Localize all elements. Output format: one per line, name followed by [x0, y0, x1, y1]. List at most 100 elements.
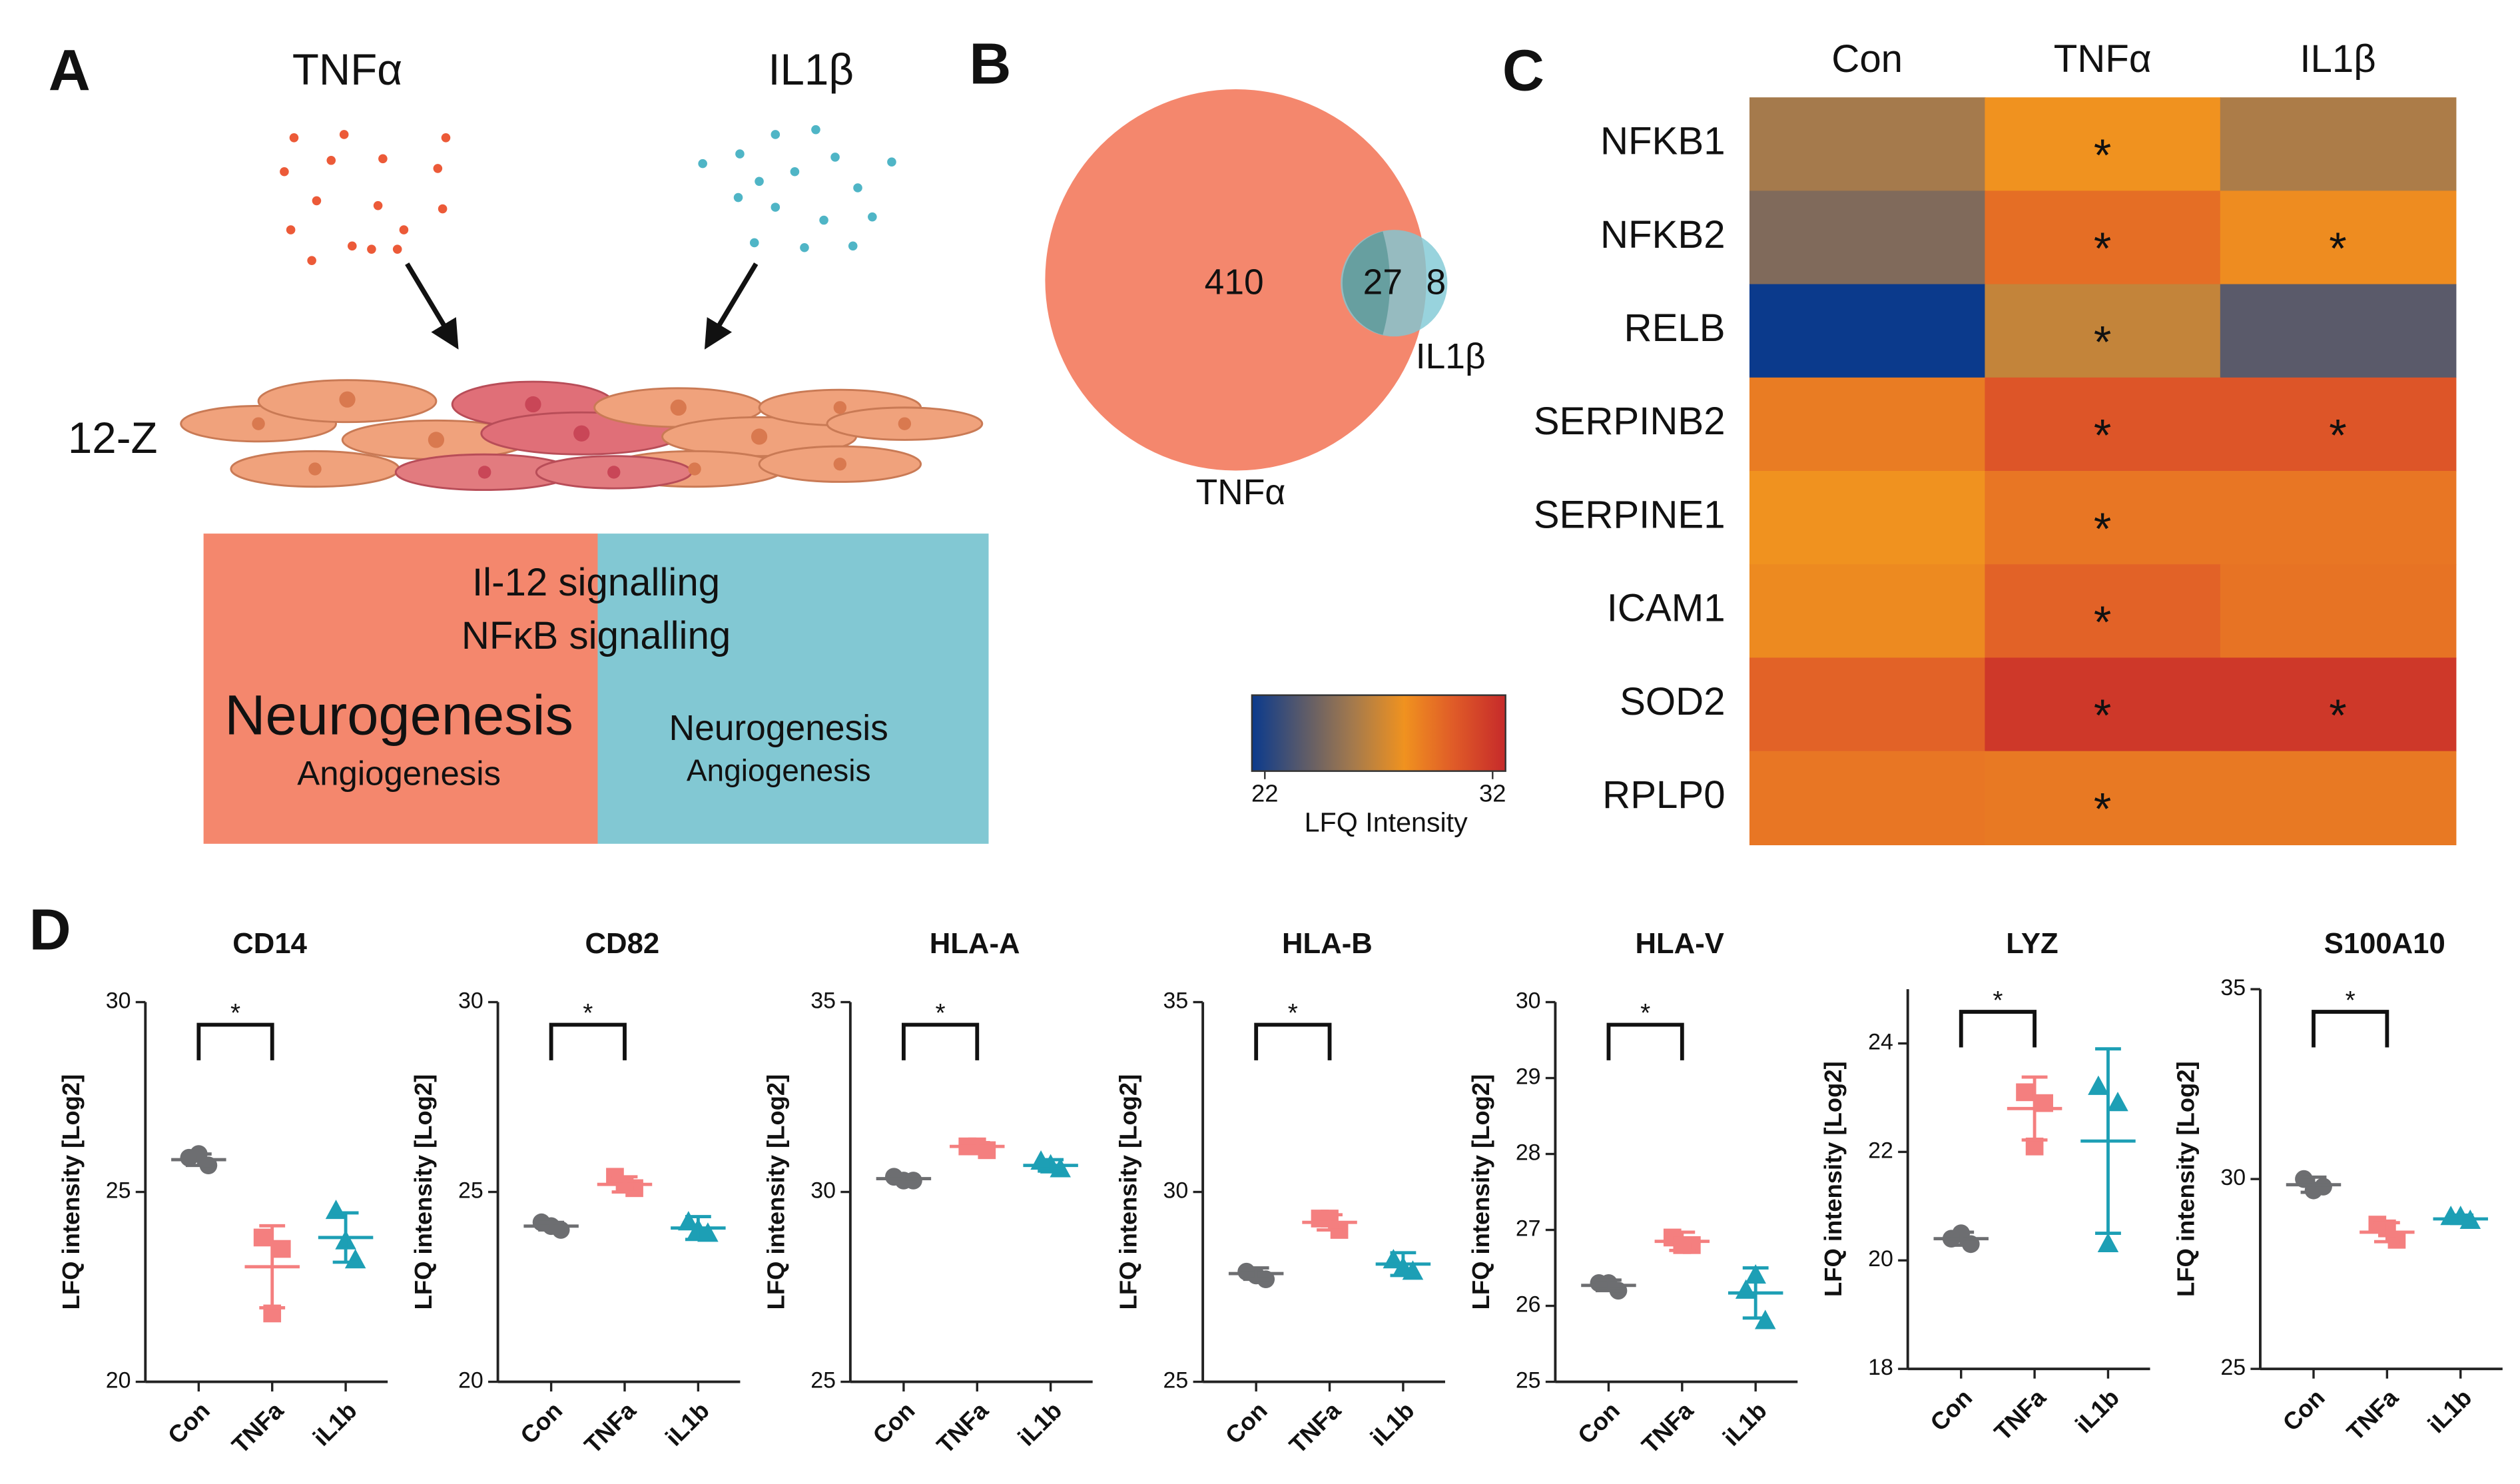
- heatmap-cell: [2220, 470, 2457, 565]
- heatmap-cell: [1985, 470, 2222, 565]
- heatmap-cell: [1749, 657, 1986, 752]
- y-tick-label: 30: [2220, 1165, 2246, 1190]
- error-bar: [1243, 1266, 1269, 1282]
- panel-label: B: [969, 31, 1011, 97]
- pathway-label: Neurogenesis: [669, 709, 888, 748]
- stimulus-dot: [811, 125, 820, 135]
- significance-star: *: [2094, 317, 2111, 367]
- heatmap-cell: [1749, 377, 1986, 472]
- cells: [180, 379, 984, 492]
- y-tick-label: 22: [1868, 1138, 1893, 1163]
- stimulus-dot: [307, 256, 316, 265]
- y-tick-label: 25: [1516, 1368, 1541, 1393]
- y-tick-label: 25: [810, 1368, 836, 1393]
- stimulus-dot: [392, 244, 402, 254]
- heatmap-cell: [1985, 564, 2222, 659]
- stimulus-dot: [347, 241, 357, 251]
- column-label: TNFα: [2054, 37, 2152, 81]
- heatmap-cell: [2220, 564, 2457, 659]
- significance-bracket: [196, 1022, 274, 1060]
- heatmap-cell: [2220, 190, 2457, 285]
- y-tick-label: 25: [2220, 1355, 2246, 1380]
- stimulus-dot: [848, 241, 858, 251]
- row-label: RELB: [1624, 306, 1726, 350]
- data-point: [2107, 1092, 2128, 1112]
- stimulus-dot: [755, 177, 764, 186]
- heatmap-cell: [1985, 377, 2222, 472]
- y-tick-label: 25: [1163, 1368, 1189, 1393]
- heatmap-cell: [1985, 190, 2222, 285]
- error-bar: [1742, 1266, 1769, 1320]
- heatmap-cell: [1749, 470, 1986, 565]
- significance-star: *: [2094, 597, 2111, 647]
- pathway-label: Angiogenesis: [687, 753, 871, 787]
- significance-star: *: [1640, 999, 1650, 1028]
- error-bar: [2447, 1213, 2474, 1225]
- stimulus-dot: [280, 167, 289, 177]
- y-tick-label: 25: [458, 1178, 483, 1204]
- plot-title: CD82: [585, 927, 660, 960]
- data-point: [2016, 1083, 2034, 1102]
- significance-star: *: [230, 999, 240, 1028]
- stimulus-dot: [800, 242, 809, 252]
- venn-set-label: TNFα: [1196, 473, 1286, 512]
- significance-star: *: [2094, 504, 2111, 554]
- error-bar: [611, 1175, 638, 1194]
- error-bar: [2373, 1221, 2400, 1244]
- stimulus-dot: [735, 149, 745, 159]
- y-tick-label: 20: [458, 1368, 483, 1393]
- y-tick-label: 20: [106, 1368, 131, 1393]
- stimulus-dot: [819, 215, 828, 225]
- y-tick-label: 35: [2220, 975, 2246, 1000]
- stimulus-dot: [286, 225, 296, 234]
- error-bar: [538, 1220, 565, 1232]
- stimulus-dot: [438, 204, 448, 214]
- row-label: SOD2: [1620, 680, 1726, 723]
- significance-star: *: [2094, 784, 2111, 834]
- x-tick-label: TNFa: [1636, 1396, 1699, 1459]
- pathway-label: Neurogenesis: [224, 683, 573, 746]
- y-tick-label: 20: [1868, 1246, 1893, 1272]
- panel-label: A: [49, 37, 91, 103]
- x-tick-label: Con: [515, 1397, 567, 1449]
- stimulus-dot: [771, 202, 781, 212]
- stimulus-dot: [433, 164, 443, 173]
- x-tick-label: iL1b: [1012, 1397, 1067, 1451]
- stimulus-dot: [312, 196, 322, 206]
- error-bar: [2095, 1047, 2121, 1235]
- colorbar: [1251, 694, 1506, 772]
- stimulus-label: IL1β: [768, 45, 854, 94]
- stimulus-dot: [399, 225, 409, 234]
- plot-title: HLA-B: [1282, 927, 1373, 960]
- error-bar: [1038, 1158, 1064, 1173]
- stimulus-dot: [326, 155, 336, 165]
- cell-line-label: 12-Z: [68, 414, 158, 462]
- panel-label: C: [1502, 37, 1544, 103]
- significance-star: *: [2329, 691, 2346, 741]
- y-tick-label: 30: [810, 1178, 836, 1204]
- heatmap-cell: [1749, 751, 1986, 845]
- y-tick-label: 24: [1868, 1030, 1893, 1055]
- error-bar: [2021, 1075, 2048, 1142]
- colorbar-tick-label: 32: [1479, 780, 1506, 807]
- y-axis-label: LFQ intensity [Log2]: [1819, 1061, 1847, 1297]
- heatmap-cell: [1985, 657, 2222, 752]
- y-axis-label: LFQ intensity [Log2]: [1467, 1074, 1494, 1310]
- stimulus-dot: [373, 200, 383, 210]
- significance-star: *: [1993, 986, 2003, 1015]
- colorbar-tick-label: 22: [1251, 780, 1278, 807]
- pathway-box: [203, 534, 598, 844]
- stimulus-dot: [790, 167, 800, 177]
- x-tick-label: TNFa: [1989, 1383, 2051, 1446]
- stimulus-dot: [698, 159, 707, 169]
- heatmap-cell: [2220, 284, 2457, 378]
- venn-count: 27: [1363, 263, 1403, 302]
- error-bar: [1390, 1251, 1417, 1278]
- y-axis-label: LFQ intensity [Log2]: [1115, 1074, 1142, 1310]
- row-label: NFKB2: [1600, 213, 1726, 256]
- data-point: [325, 1200, 347, 1220]
- y-tick-label: 30: [1163, 1178, 1189, 1204]
- significance-star: *: [2094, 411, 2111, 461]
- plot-title: HLA-A: [930, 927, 1020, 960]
- stimulus-dots: [280, 125, 896, 265]
